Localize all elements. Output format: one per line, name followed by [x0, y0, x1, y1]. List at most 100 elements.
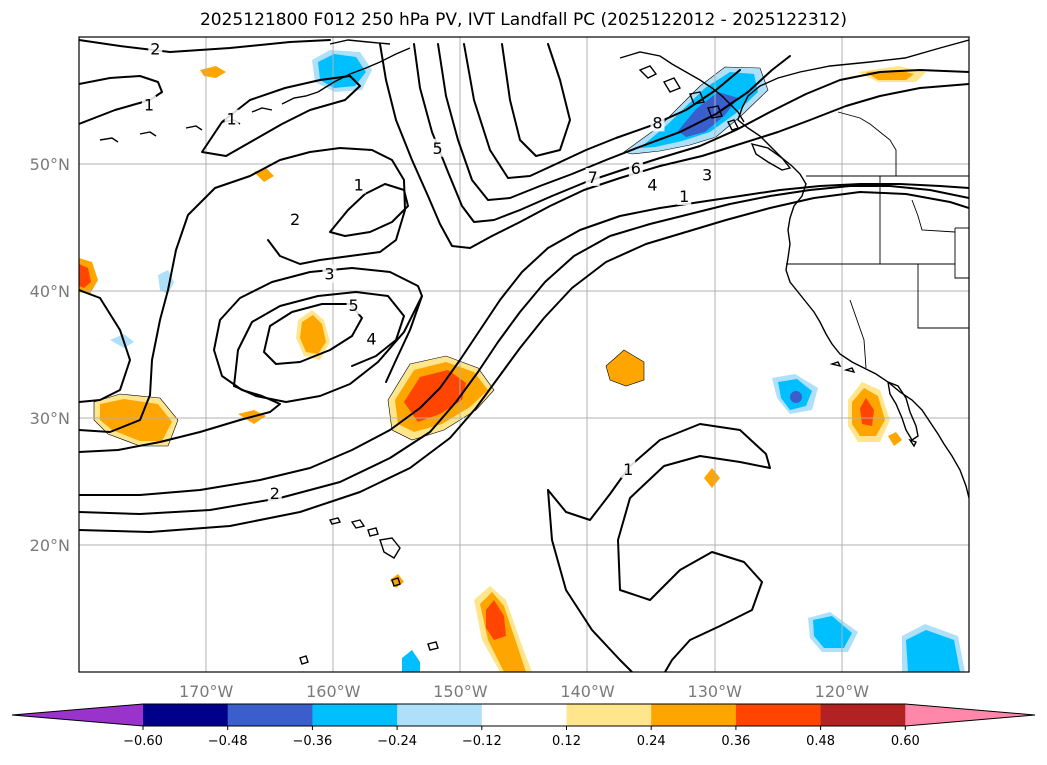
- contour-label: 5: [349, 296, 359, 315]
- contour-label-halo: [322, 264, 337, 283]
- lat-tick-label: 20°N: [30, 536, 70, 555]
- contour-label: 3: [702, 165, 712, 184]
- contour-label-halo: [346, 296, 361, 315]
- pv-contour-1-alaska: [201, 75, 361, 157]
- ivt-positive-edge-core: [79, 264, 91, 288]
- contour-label-halo: [364, 329, 379, 348]
- contour-label-halo: [267, 484, 282, 503]
- axis-labels: 170°W 160°W 150°W 140°W 130°W 120°W 20°N 30°N 40…: [30, 155, 870, 701]
- colorbar-tick-label: −0.24: [377, 734, 417, 749]
- colorbar-segment: [312, 704, 398, 726]
- contour-label-halo: [621, 460, 636, 479]
- pv-contour-5-core: [379, 43, 969, 249]
- contour-label-halo: [700, 165, 715, 184]
- colorbar-segment: [566, 704, 652, 726]
- contour-label-halo: [148, 39, 163, 58]
- ivt-negative-small-2: [402, 650, 420, 672]
- contour-label-halo: [677, 187, 692, 206]
- ivt-positive-baja-center: [860, 398, 874, 426]
- pv-contour-4-south: [79, 191, 969, 533]
- pv-contour-1-ridge: [329, 183, 409, 237]
- contour-label-halo: [650, 113, 665, 132]
- contour-label: 5: [432, 139, 442, 158]
- contour-label: 1: [679, 187, 689, 206]
- ivt-positive-small-4: [704, 468, 720, 488]
- colorbar-tick-label: −0.48: [208, 734, 248, 749]
- ivt-positive-midlat-core: [300, 315, 326, 354]
- contour-label: 4: [366, 329, 376, 348]
- ivt-positive-west-core: [100, 399, 172, 441]
- colorbar-tick-label: 0.12: [552, 734, 581, 749]
- ivt-positive-small-5: [888, 432, 902, 446]
- lon-tick-label: 170°W: [179, 682, 234, 701]
- pv-contour-5-loop: [263, 303, 363, 365]
- pv-contour-1-east-south: [547, 489, 633, 672]
- pv-contour-6: [413, 43, 969, 223]
- pv-contour-ridge-west: [79, 289, 131, 403]
- ivt-shading: [79, 50, 965, 672]
- pv-contour-3-south: [79, 185, 969, 515]
- contour-label: 2: [290, 210, 300, 229]
- colorbar-tick-label: −0.12: [462, 734, 502, 749]
- colorbar-tick-label: 0.48: [806, 734, 835, 749]
- colorbar-extend-min: [12, 704, 143, 726]
- pv-contour-2-north: [79, 39, 331, 53]
- lat-tick-label: 30°N: [30, 409, 70, 428]
- contour-label: 4: [647, 176, 657, 195]
- colorbar-extend-max: [905, 704, 1035, 726]
- pv-contour-3-west: [79, 267, 423, 453]
- colorbar-segment: [481, 704, 567, 726]
- contour-label: 1: [144, 96, 154, 115]
- colorbar-segment: [227, 704, 313, 726]
- pv-contours: [79, 39, 969, 672]
- contour-label: 2: [150, 40, 160, 59]
- pv-contour-7: [437, 43, 791, 201]
- pv-contour-2-west: [79, 147, 406, 433]
- contour-label-halo: [645, 175, 660, 194]
- contour-label-halo: [141, 95, 156, 114]
- contour-label-halo: [430, 138, 445, 157]
- pv-contour-4-west: [233, 295, 423, 403]
- ivt-positive-hawaii-south-center: [486, 600, 506, 640]
- contour-label: 1: [354, 176, 364, 195]
- pv-contour-east-loop: [501, 43, 571, 157]
- colorbar: −0.60 −0.48 −0.36 −0.24 −0.12 0.12 0.24 0.36 0.4…: [11, 703, 1036, 749]
- contour-label-halo: [585, 167, 600, 186]
- colorbar-tick-label: 0.24: [637, 734, 666, 749]
- contour-label-halo: [351, 175, 366, 194]
- contour-label: 7: [588, 168, 598, 187]
- contour-label-halo: [628, 159, 643, 178]
- lon-tick-label: 120°W: [815, 682, 870, 701]
- colorbar-segment: [820, 704, 906, 726]
- contour-label-halo: [288, 209, 303, 228]
- colorbar-segment: [397, 704, 483, 726]
- colorbar-segment: [143, 704, 229, 726]
- colorbar-tick-label: 0.60: [891, 734, 920, 749]
- contour-label: 2: [270, 484, 280, 503]
- pv-contour-2-south: [79, 183, 969, 496]
- gridlines: [79, 37, 969, 672]
- lon-tick-label: 160°W: [306, 682, 361, 701]
- ivt-positive-subtropic: [605, 349, 645, 387]
- contour-label: 8: [652, 113, 662, 132]
- ocean-background: [79, 37, 969, 672]
- contour-label: 1: [623, 460, 633, 479]
- map-frame: [78, 36, 970, 673]
- ivt-negative-baja-center: [790, 391, 802, 403]
- coastline-north-america: [99, 39, 969, 499]
- lon-tick-label: 130°W: [688, 682, 743, 701]
- ivt-negative-south-2-core: [906, 630, 960, 672]
- lon-tick-label: 140°W: [560, 682, 615, 701]
- page-title: 2025121800 F012 250 hPa PV, IVT Landfall…: [199, 10, 847, 30]
- lat-tick-label: 50°N: [30, 155, 70, 174]
- pv-contour-8: [463, 43, 741, 179]
- colorbar-tick-label: −0.36: [292, 734, 332, 749]
- contour-label-halo: [224, 109, 239, 128]
- colorbar-tick-label: −0.60: [123, 734, 163, 749]
- colorbar-tick-label: 0.36: [721, 734, 750, 749]
- ivt-negative-small-1: [110, 334, 134, 348]
- hawaiian-islands: [299, 517, 439, 665]
